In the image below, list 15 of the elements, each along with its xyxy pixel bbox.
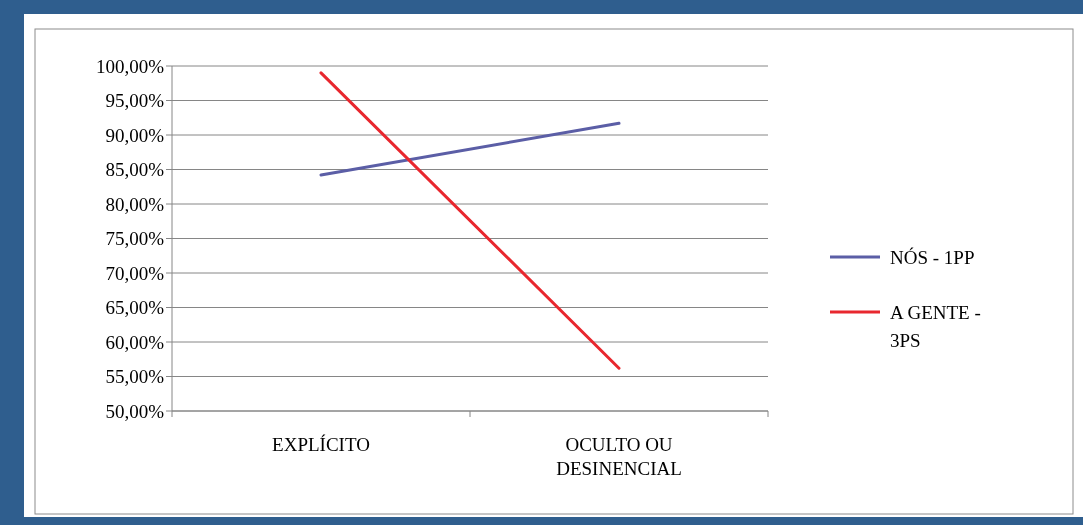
y-tick-label: 75,00% bbox=[105, 228, 165, 250]
y-tick-label: 80,00% bbox=[105, 193, 165, 215]
y-tick-label: 50,00% bbox=[105, 400, 165, 422]
y-tick-label: 85,00% bbox=[105, 159, 165, 181]
y-tick-label: 60,00% bbox=[105, 331, 165, 353]
y-tick-label: 90,00% bbox=[105, 124, 165, 146]
y-tick-label: 100,00% bbox=[95, 55, 165, 77]
legend-label: A GENTE - 3PS bbox=[890, 301, 981, 351]
x-tick-label: EXPLÍCITO bbox=[272, 434, 370, 455]
legend-label: NÓS - 1PP bbox=[890, 246, 975, 268]
x-tick-label: OCULTO OU DESINENCIAL bbox=[556, 434, 682, 479]
y-tick-label: 70,00% bbox=[105, 262, 165, 284]
y-tick-label: 95,00% bbox=[105, 90, 165, 112]
y-tick-label: 65,00% bbox=[105, 297, 165, 319]
y-tick-label: 55,00% bbox=[105, 366, 165, 388]
